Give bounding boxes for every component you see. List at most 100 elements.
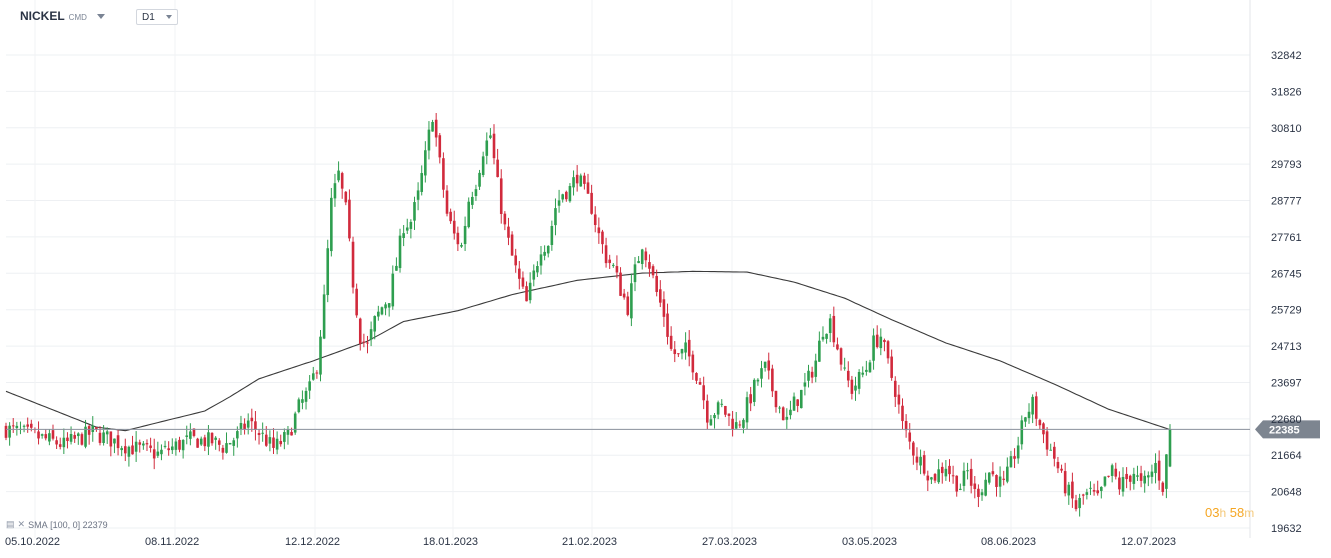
candle-body <box>1132 473 1136 484</box>
candle-body <box>861 372 865 375</box>
candle-body <box>619 272 622 296</box>
candle-body <box>460 245 463 247</box>
candle-body <box>199 438 203 445</box>
candle-body <box>102 432 105 443</box>
candle-body <box>355 288 358 316</box>
candle-body <box>239 422 243 429</box>
candle-body <box>846 370 850 381</box>
candle-body <box>1067 484 1071 496</box>
candle-body <box>1121 476 1125 492</box>
candle-body <box>760 368 763 379</box>
candle-body <box>579 175 583 187</box>
candle-body <box>557 200 561 206</box>
candle-body <box>138 442 142 445</box>
candle-body <box>912 442 915 456</box>
candle-body <box>413 202 416 221</box>
y-tick-label: 24713 <box>1271 341 1302 353</box>
last-price-label: 22385 <box>1269 424 1300 436</box>
candle-body <box>1006 466 1009 482</box>
close-icon[interactable]: ✕ <box>17 519 26 529</box>
candle-body <box>283 432 286 442</box>
candle-body <box>698 382 702 385</box>
candle-body <box>875 334 879 348</box>
candle-body <box>630 283 633 319</box>
candlestick-series <box>4 113 1172 517</box>
candle-body <box>1168 429 1172 467</box>
candle-body <box>1154 463 1157 474</box>
candle-body <box>297 399 301 413</box>
candle-body <box>828 318 832 334</box>
candle-body <box>604 245 608 264</box>
candle-body <box>1009 456 1013 468</box>
candle-body <box>622 293 626 298</box>
candle-body <box>1118 477 1121 490</box>
candle-body <box>854 385 857 391</box>
candle-body <box>1165 454 1168 489</box>
candle-body <box>1074 500 1078 510</box>
candle-body <box>691 354 695 373</box>
indicator-settings-icon[interactable]: ▤ <box>6 519 15 529</box>
candle-body <box>174 441 178 450</box>
candle-body <box>467 201 471 228</box>
candle-body <box>857 372 861 389</box>
candle-body <box>4 425 8 438</box>
timeframe-selector[interactable]: D1 <box>136 9 178 25</box>
candle-body <box>716 402 720 415</box>
candle-body <box>246 420 250 428</box>
indicator-name: SMA <box>28 519 48 530</box>
candle-body <box>1096 490 1100 494</box>
candle-body <box>254 421 257 430</box>
candle-body <box>319 336 322 375</box>
y-tick-label: 29793 <box>1271 159 1302 171</box>
candle-body <box>120 448 123 451</box>
candle-body <box>601 231 604 245</box>
candle-body <box>105 431 109 435</box>
x-tick-label: 08.11.2022 <box>145 536 199 548</box>
candle-body <box>1045 431 1049 450</box>
candle-body <box>821 336 825 340</box>
candle-body <box>640 249 644 264</box>
candle-body <box>525 286 528 302</box>
candle-body <box>962 470 966 486</box>
candle-body <box>416 190 420 200</box>
candle-body <box>178 439 181 450</box>
candle-body <box>713 414 716 419</box>
symbol-name: NICKEL <box>20 9 65 23</box>
candle-body <box>402 233 405 238</box>
candle-body <box>391 273 395 307</box>
candle-body <box>695 373 698 381</box>
candle-body <box>123 446 127 454</box>
x-tick-label: 12.12.2022 <box>285 536 340 548</box>
candle-body <box>832 315 836 343</box>
candle-body <box>481 156 485 176</box>
candle-body <box>134 441 138 452</box>
indicator-legend[interactable]: ▤ ✕ SMA [100, 0] 22379 <box>6 519 108 530</box>
candle-body <box>48 433 51 442</box>
candle-body <box>901 405 904 422</box>
y-tick-label: 25729 <box>1271 305 1302 317</box>
candle-body <box>1078 497 1081 509</box>
candle-body <box>593 214 597 226</box>
candle-body <box>850 379 854 394</box>
candle-body <box>109 431 113 447</box>
candle-body <box>756 379 760 382</box>
countdown-hours-unit: h <box>1219 506 1227 520</box>
candle-body <box>1125 473 1128 480</box>
candle-body <box>380 307 384 315</box>
symbol-selector[interactable]: NICKEL CMD <box>20 9 105 23</box>
candle-body <box>803 382 807 387</box>
candle-body <box>944 468 948 477</box>
candle-body <box>677 353 680 355</box>
candle-body <box>1002 478 1006 480</box>
candle-body <box>727 413 731 416</box>
candle-body <box>662 299 666 317</box>
chevron-down-icon[interactable] <box>96 13 105 19</box>
candle-body <box>261 432 264 434</box>
x-tick-label: 12.07.2023 <box>1121 536 1176 548</box>
candle-body <box>358 318 362 344</box>
candle-body <box>438 135 442 158</box>
candle-body <box>893 380 897 397</box>
candle-body <box>669 335 673 349</box>
candle-body <box>633 264 637 283</box>
